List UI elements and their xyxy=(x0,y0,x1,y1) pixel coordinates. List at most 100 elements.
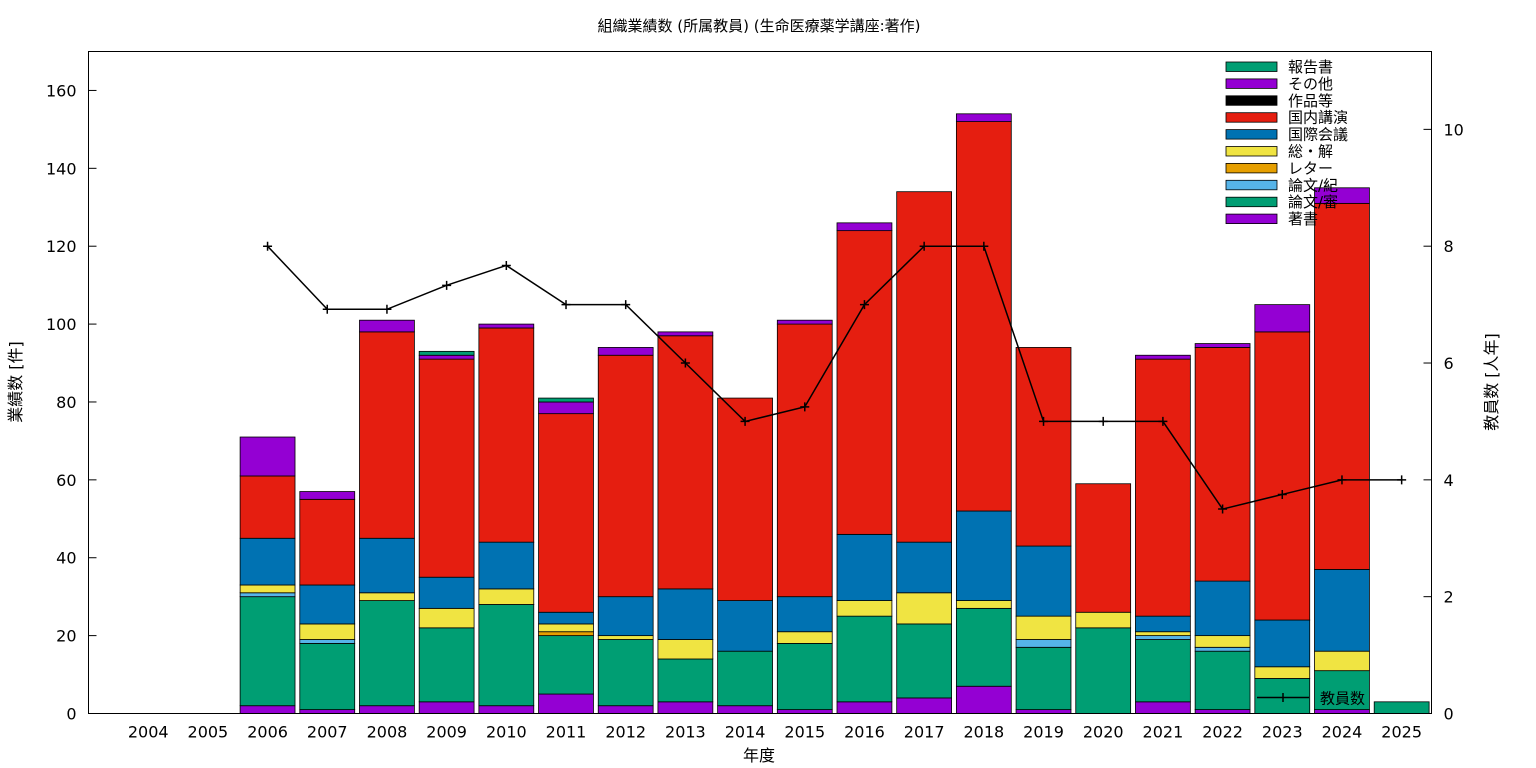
legend-label: 国際会議 xyxy=(1288,126,1348,144)
bar-segment xyxy=(836,615,893,703)
bar-segment xyxy=(359,705,415,714)
bar-segment xyxy=(717,600,773,652)
line-point xyxy=(382,304,392,314)
bar-segment xyxy=(1254,666,1311,679)
line-point xyxy=(1277,489,1287,499)
x-tick-label: 2019 xyxy=(1023,723,1064,742)
bar-segment xyxy=(1015,347,1072,547)
bar-segment xyxy=(1314,650,1370,672)
bar-segment xyxy=(538,401,594,415)
bar-segment xyxy=(1135,615,1191,633)
y-tick-label: 100 xyxy=(46,315,77,334)
bar-segment xyxy=(418,358,475,578)
bar-segment xyxy=(1135,639,1191,703)
legend-swatch xyxy=(1225,78,1278,89)
x-tick-label: 2009 xyxy=(426,723,467,742)
bar-segment xyxy=(418,576,475,609)
bar-segment xyxy=(239,436,296,477)
bar-segment xyxy=(597,596,654,637)
y-tick-label: 40 xyxy=(56,549,76,568)
bar-segment xyxy=(478,588,535,605)
y-tick-label: 160 xyxy=(46,81,77,100)
x-tick-label: 2005 xyxy=(188,723,229,742)
bar-segment xyxy=(776,709,833,714)
legend-swatch xyxy=(1225,179,1278,191)
bar-segment xyxy=(1015,709,1072,714)
bar-segment xyxy=(657,701,714,714)
legend-label: 作品等 xyxy=(1288,92,1333,110)
bar-segment xyxy=(1314,569,1370,652)
bar-segment xyxy=(896,623,953,699)
x-tick-label: 2023 xyxy=(1262,723,1303,742)
bar-segment xyxy=(597,705,654,714)
x-tick-label: 2025 xyxy=(1381,723,1422,742)
bar-segment xyxy=(776,319,833,325)
bar-segment xyxy=(299,643,356,711)
bar-segment xyxy=(478,705,535,714)
bar-segment xyxy=(1254,331,1311,621)
line-group xyxy=(263,241,1407,514)
bar-segment xyxy=(538,635,594,695)
bar-segment xyxy=(1314,709,1370,714)
line-point xyxy=(322,304,332,314)
bar-segment xyxy=(1314,202,1370,570)
line-point xyxy=(561,300,571,310)
bar-segment xyxy=(1314,670,1370,710)
y-tick-label: 120 xyxy=(46,237,77,256)
bar-segment xyxy=(657,658,714,703)
line-point xyxy=(442,280,452,290)
bar-segment xyxy=(896,541,953,594)
x-tick-label: 2017 xyxy=(904,723,945,742)
line-point xyxy=(680,358,690,368)
bar-segment xyxy=(1075,483,1132,613)
bar-segment xyxy=(239,584,296,594)
bar-segment xyxy=(776,323,833,598)
bar-segment xyxy=(478,604,535,707)
y2-tick-label: 6 xyxy=(1444,354,1454,373)
bar-segment xyxy=(776,631,833,644)
line-point xyxy=(1337,475,1347,485)
bar-segment xyxy=(1135,701,1191,714)
y2-tick-label: 8 xyxy=(1444,237,1454,256)
y2-tick-label: 2 xyxy=(1444,588,1454,607)
bar-segment xyxy=(538,413,594,613)
legend-label: レター xyxy=(1288,159,1333,177)
bar-segment xyxy=(597,639,654,707)
bar-segment xyxy=(836,222,893,232)
legend-swatch xyxy=(1225,162,1278,174)
legend-label: その他 xyxy=(1288,75,1333,93)
line-point xyxy=(1039,416,1049,426)
y-tick-label: 0 xyxy=(66,705,76,724)
bar-segment xyxy=(418,350,475,356)
x-tick-label: 2006 xyxy=(247,723,288,742)
legend-label: 報告書 xyxy=(1288,58,1333,76)
line-point xyxy=(1158,416,1168,426)
x-tick-label: 2008 xyxy=(367,723,408,742)
legend-swatch xyxy=(1225,146,1278,157)
line-point xyxy=(621,300,631,310)
y2-axis-label: 教員数 [人年] xyxy=(1482,333,1501,431)
x-axis-label: 年度 xyxy=(743,746,775,765)
bar-segment xyxy=(299,491,356,500)
bar-segment xyxy=(359,592,415,601)
bar-segment xyxy=(836,533,893,601)
legend-label: 著書 xyxy=(1288,210,1318,228)
bar-segment xyxy=(418,701,475,714)
bar-segment xyxy=(776,643,833,711)
bar-segment xyxy=(1254,619,1311,668)
bar-segment xyxy=(1314,187,1370,204)
x-tick-label: 2012 xyxy=(605,723,646,742)
bar-segment xyxy=(1194,580,1251,637)
bar-segment xyxy=(478,541,535,590)
bar-segment xyxy=(1015,639,1072,648)
legend-swatch xyxy=(1225,213,1278,225)
bar-segment xyxy=(239,592,296,598)
legend-swatch xyxy=(1225,61,1278,72)
legend-label: 総・解 xyxy=(1288,143,1333,161)
bar-segment xyxy=(1075,611,1132,629)
bar-segment xyxy=(597,347,654,356)
bar-segment xyxy=(239,537,296,586)
bar-segment xyxy=(955,607,1012,687)
